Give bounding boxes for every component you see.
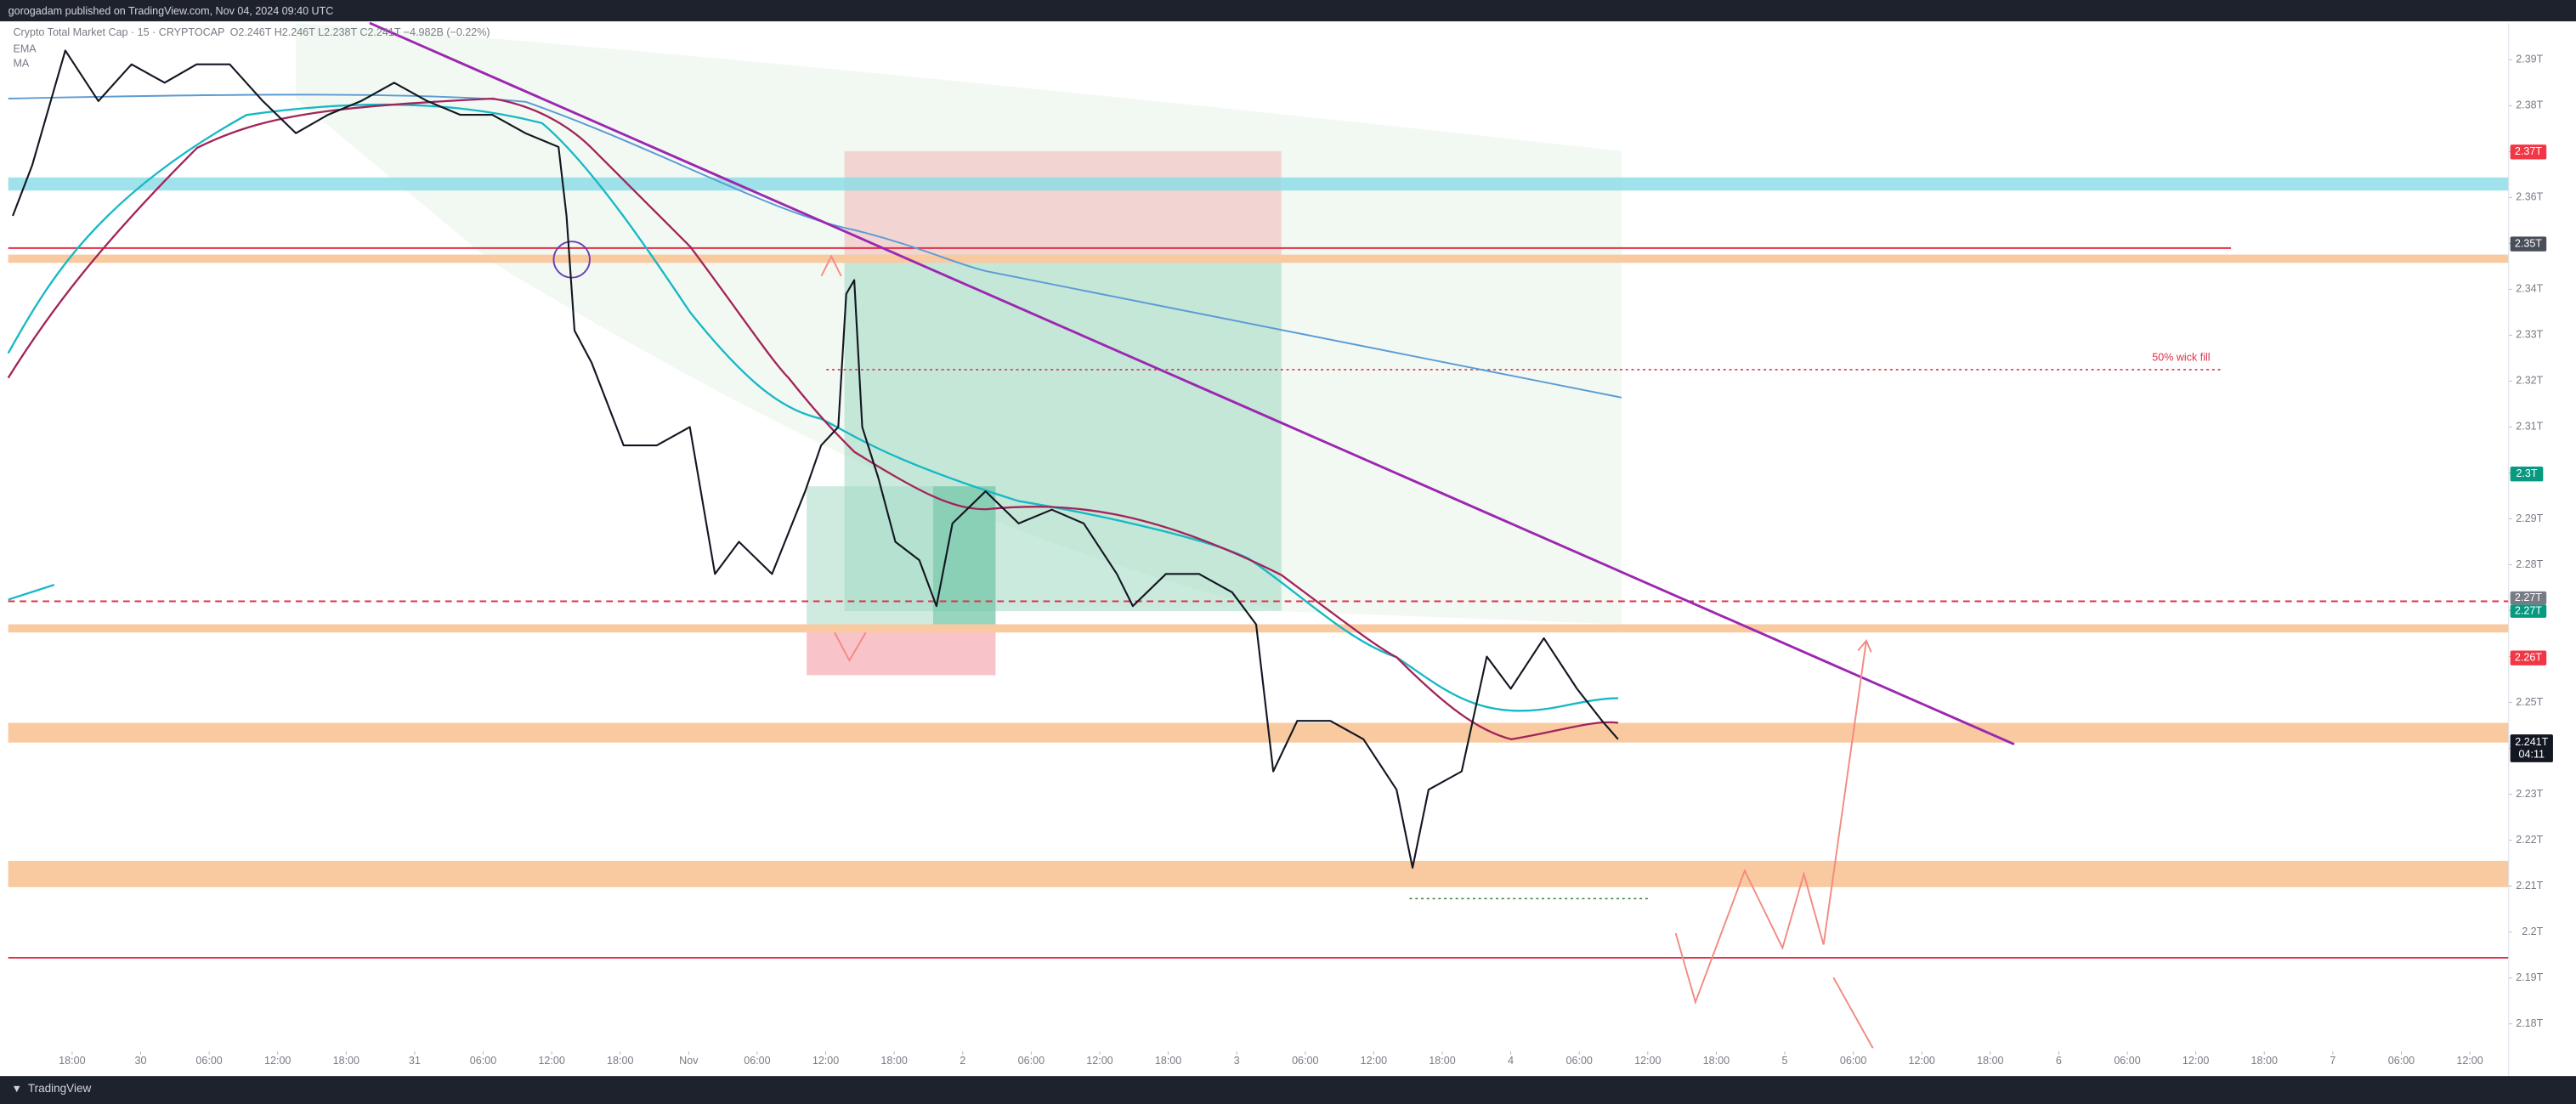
- x-tick-label: 12:00: [538, 1055, 564, 1067]
- x-tick-label: 12:00: [1634, 1055, 1661, 1067]
- x-tick-label: 18:00: [1155, 1055, 1181, 1067]
- x-tick-label: 2: [960, 1055, 965, 1067]
- x-tick-label: 6: [2056, 1055, 2062, 1067]
- x-tick-label: 30: [135, 1055, 147, 1067]
- zone-band: [8, 254, 2509, 263]
- price-label-box: [2510, 734, 2553, 762]
- legend: Crypto Total Market Cap · 15 · CRYPTOCAP…: [13, 26, 490, 70]
- indicator-label: MA: [13, 58, 29, 70]
- zone-band: [8, 722, 2509, 743]
- y-tick-label: 2.25T: [2516, 696, 2543, 708]
- resistance-band: [8, 177, 2509, 191]
- x-tick-label: 12:00: [1909, 1055, 1935, 1067]
- footer-text: TradingView: [28, 1082, 92, 1095]
- price-label: 2.26T: [2515, 651, 2542, 663]
- x-tick-label: 06:00: [1840, 1055, 1866, 1067]
- price-label-box: [2510, 466, 2544, 482]
- price-label-box: [2510, 144, 2547, 160]
- symbol-title: Crypto Total Market Cap · 15 · CRYPTOCAP: [13, 26, 224, 38]
- x-tick-label: 31: [409, 1055, 421, 1067]
- ema-fragment: [8, 584, 55, 601]
- y-tick-label: 2.33T: [2516, 329, 2543, 341]
- zone-band: [8, 860, 2509, 887]
- y-tick-label: 2.21T: [2516, 880, 2543, 892]
- y-tick-label: 2.2T: [2522, 926, 2543, 937]
- x-tick-label: 4: [1508, 1055, 1514, 1067]
- ema-line-2: [7, 97, 1619, 741]
- price-labels: 2.37T 2.35T 2.3T 2.27T 2.27T 2.26T 2.241…: [2510, 144, 2553, 762]
- x-tick-label: 12:00: [264, 1055, 291, 1067]
- x-tick-label: 7: [2330, 1055, 2335, 1067]
- x-tick-label: 06:00: [1566, 1055, 1593, 1067]
- y-tick-label: 2.19T: [2516, 971, 2543, 983]
- x-tick-label: 18:00: [1977, 1055, 2003, 1067]
- stop-zone: [844, 150, 1282, 260]
- y-tick-label: 2.23T: [2516, 788, 2543, 800]
- x-tick-label: 06:00: [1018, 1055, 1045, 1067]
- y-tick-label: 2.22T: [2516, 834, 2543, 846]
- price-label: 2.35T: [2515, 237, 2542, 249]
- drawings: 50% wick fill: [7, 21, 2509, 1049]
- arrow-mark: [820, 254, 842, 277]
- x-tick-label: 18:00: [59, 1055, 85, 1067]
- x-tick-label: 18:00: [880, 1055, 907, 1067]
- x-tick-label: 3: [1234, 1055, 1240, 1067]
- trendline: [369, 21, 2015, 745]
- header-bar: [0, 0, 2576, 22]
- projection-path: [1674, 640, 1867, 1005]
- x-tick-label: 12:00: [2183, 1055, 2209, 1067]
- price-label: 2.241T: [2515, 736, 2548, 748]
- y-tick-label: 2.34T: [2516, 283, 2543, 295]
- countdown-label: 04:11: [2519, 749, 2545, 761]
- header-text: gorogadam published on TradingView.com, …: [8, 5, 334, 17]
- zone-band: [8, 624, 2509, 633]
- y-tick-label: 2.36T: [2516, 191, 2543, 203]
- price-label-box: [2510, 604, 2547, 618]
- x-tick-label: 06:00: [195, 1055, 222, 1067]
- x-tick-label: 18:00: [1429, 1055, 1455, 1067]
- y-tick-label: 2.32T: [2516, 375, 2543, 387]
- footer-logo: ▼: [12, 1083, 22, 1095]
- price-label-box: [2510, 236, 2547, 252]
- y-tick-label: 2.18T: [2516, 1017, 2543, 1029]
- x-tick-label: Nov: [679, 1055, 699, 1067]
- x-tick-label: 12:00: [1361, 1055, 1387, 1067]
- x-tick-label: 06:00: [744, 1055, 770, 1067]
- y-tick-label: 2.28T: [2516, 558, 2543, 570]
- y-tick-label: 2.29T: [2516, 512, 2543, 524]
- x-tick-label: 5: [1782, 1055, 1788, 1067]
- x-tick-label: 18:00: [2251, 1055, 2278, 1067]
- ma-line: [8, 93, 1622, 399]
- price-line: [12, 49, 1619, 869]
- arrow-mark: [834, 631, 867, 663]
- x-tick-label: 12:00: [2456, 1055, 2483, 1067]
- projection-arrowhead: [1857, 639, 1872, 653]
- annotation: 50% wick fill: [2152, 352, 2210, 364]
- x-tick-label: 18:00: [1703, 1055, 1730, 1067]
- y-tick-label: 2.31T: [2516, 421, 2543, 433]
- projection-path: [1832, 977, 1874, 1049]
- ohlc: O2.246T H2.246T L2.238T C2.241T −4.982B …: [230, 26, 490, 38]
- stop-zone-2: [807, 624, 996, 676]
- x-tick-label: 06:00: [2114, 1055, 2140, 1067]
- price-label: 2.27T: [2515, 592, 2542, 603]
- x-tick-label: 06:00: [470, 1055, 496, 1067]
- footer-bar: [0, 1076, 2576, 1104]
- price-label: 2.37T: [2515, 145, 2542, 157]
- x-tick-label: 12:00: [812, 1055, 839, 1067]
- price-label: 2.3T: [2516, 467, 2537, 479]
- price-label: 2.27T: [2515, 604, 2542, 616]
- indicator-label: EMA: [13, 42, 37, 54]
- x-tick-label: 06:00: [2388, 1055, 2415, 1067]
- price-label-box: [2510, 650, 2547, 665]
- x-tick-label: 12:00: [1086, 1055, 1112, 1067]
- y-tick-label: 2.39T: [2516, 54, 2543, 65]
- x-tick-label: 06:00: [1292, 1055, 1318, 1067]
- price-label-box: [2510, 591, 2547, 605]
- y-tick-label: 2.38T: [2516, 99, 2543, 111]
- x-tick-label: 18:00: [607, 1055, 633, 1067]
- x-tick-label: 18:00: [333, 1055, 360, 1067]
